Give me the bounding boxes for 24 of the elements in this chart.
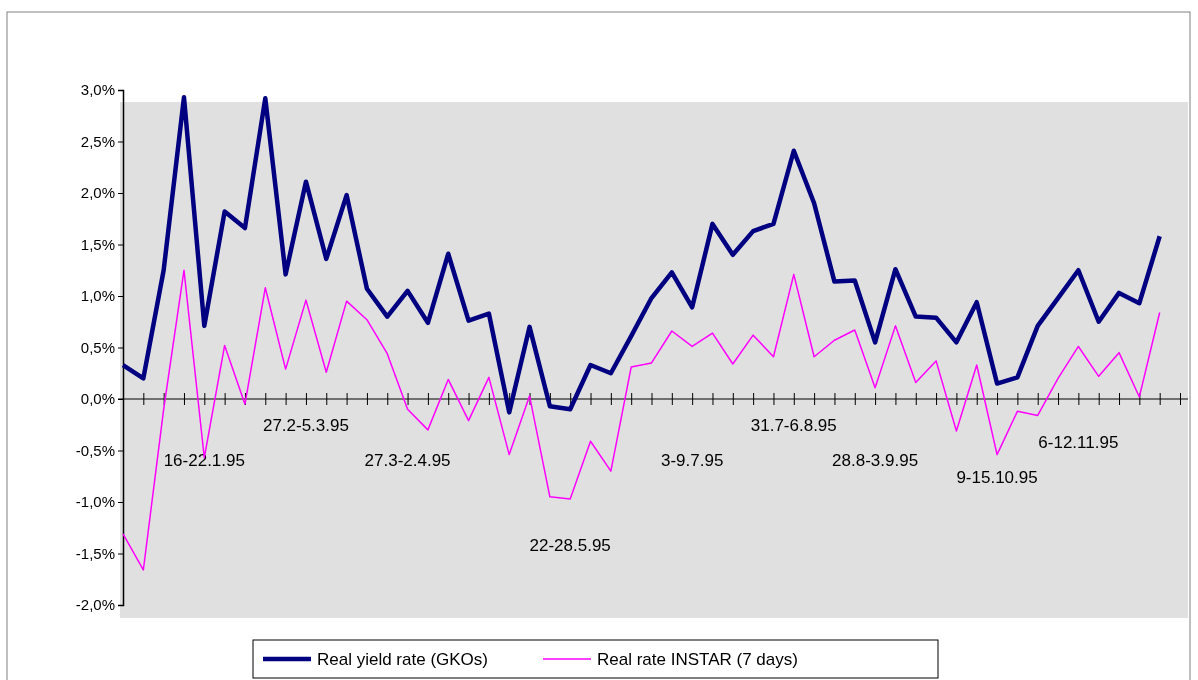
legend-label: Real rate INSTAR (7 days) xyxy=(597,650,798,669)
y-tick-label: -2,0% xyxy=(75,596,115,614)
y-tick-label: 1,5% xyxy=(80,235,115,253)
x-tick-label: 22-28.5.95 xyxy=(529,536,611,555)
x-tick-label: 27.3-2.4.95 xyxy=(364,451,451,470)
x-tick-label: 9-15.10.95 xyxy=(956,468,1038,487)
y-tick-label: -1,5% xyxy=(75,544,115,562)
line-series xyxy=(120,94,1162,415)
legend-label: Real yield rate (GKOs) xyxy=(317,650,488,669)
y-tick-label: 0,5% xyxy=(80,338,115,356)
y-tick-label: 1,0% xyxy=(80,287,115,305)
x-tick-label: 31.7-6.8.95 xyxy=(750,416,837,435)
x-tick-label: 28.8-3.9.95 xyxy=(832,451,919,470)
y-tick-label: -0,5% xyxy=(75,441,115,459)
x-tick-label: 3-9.7.95 xyxy=(660,451,724,470)
x-tick-label: 27.2-5.3.95 xyxy=(262,416,349,435)
y-tick-label: 0,0% xyxy=(80,390,115,408)
line-series xyxy=(122,269,1161,571)
y-tick-label: -1,0% xyxy=(75,493,115,511)
x-tick-label: 16-22.1.95 xyxy=(163,451,245,470)
y-tick-label: 2,5% xyxy=(80,132,115,150)
y-tick-label: 2,0% xyxy=(80,184,115,202)
x-tick-label: 6-12.11.95 xyxy=(1038,433,1119,452)
y-tick-label: 3,0% xyxy=(80,81,115,99)
